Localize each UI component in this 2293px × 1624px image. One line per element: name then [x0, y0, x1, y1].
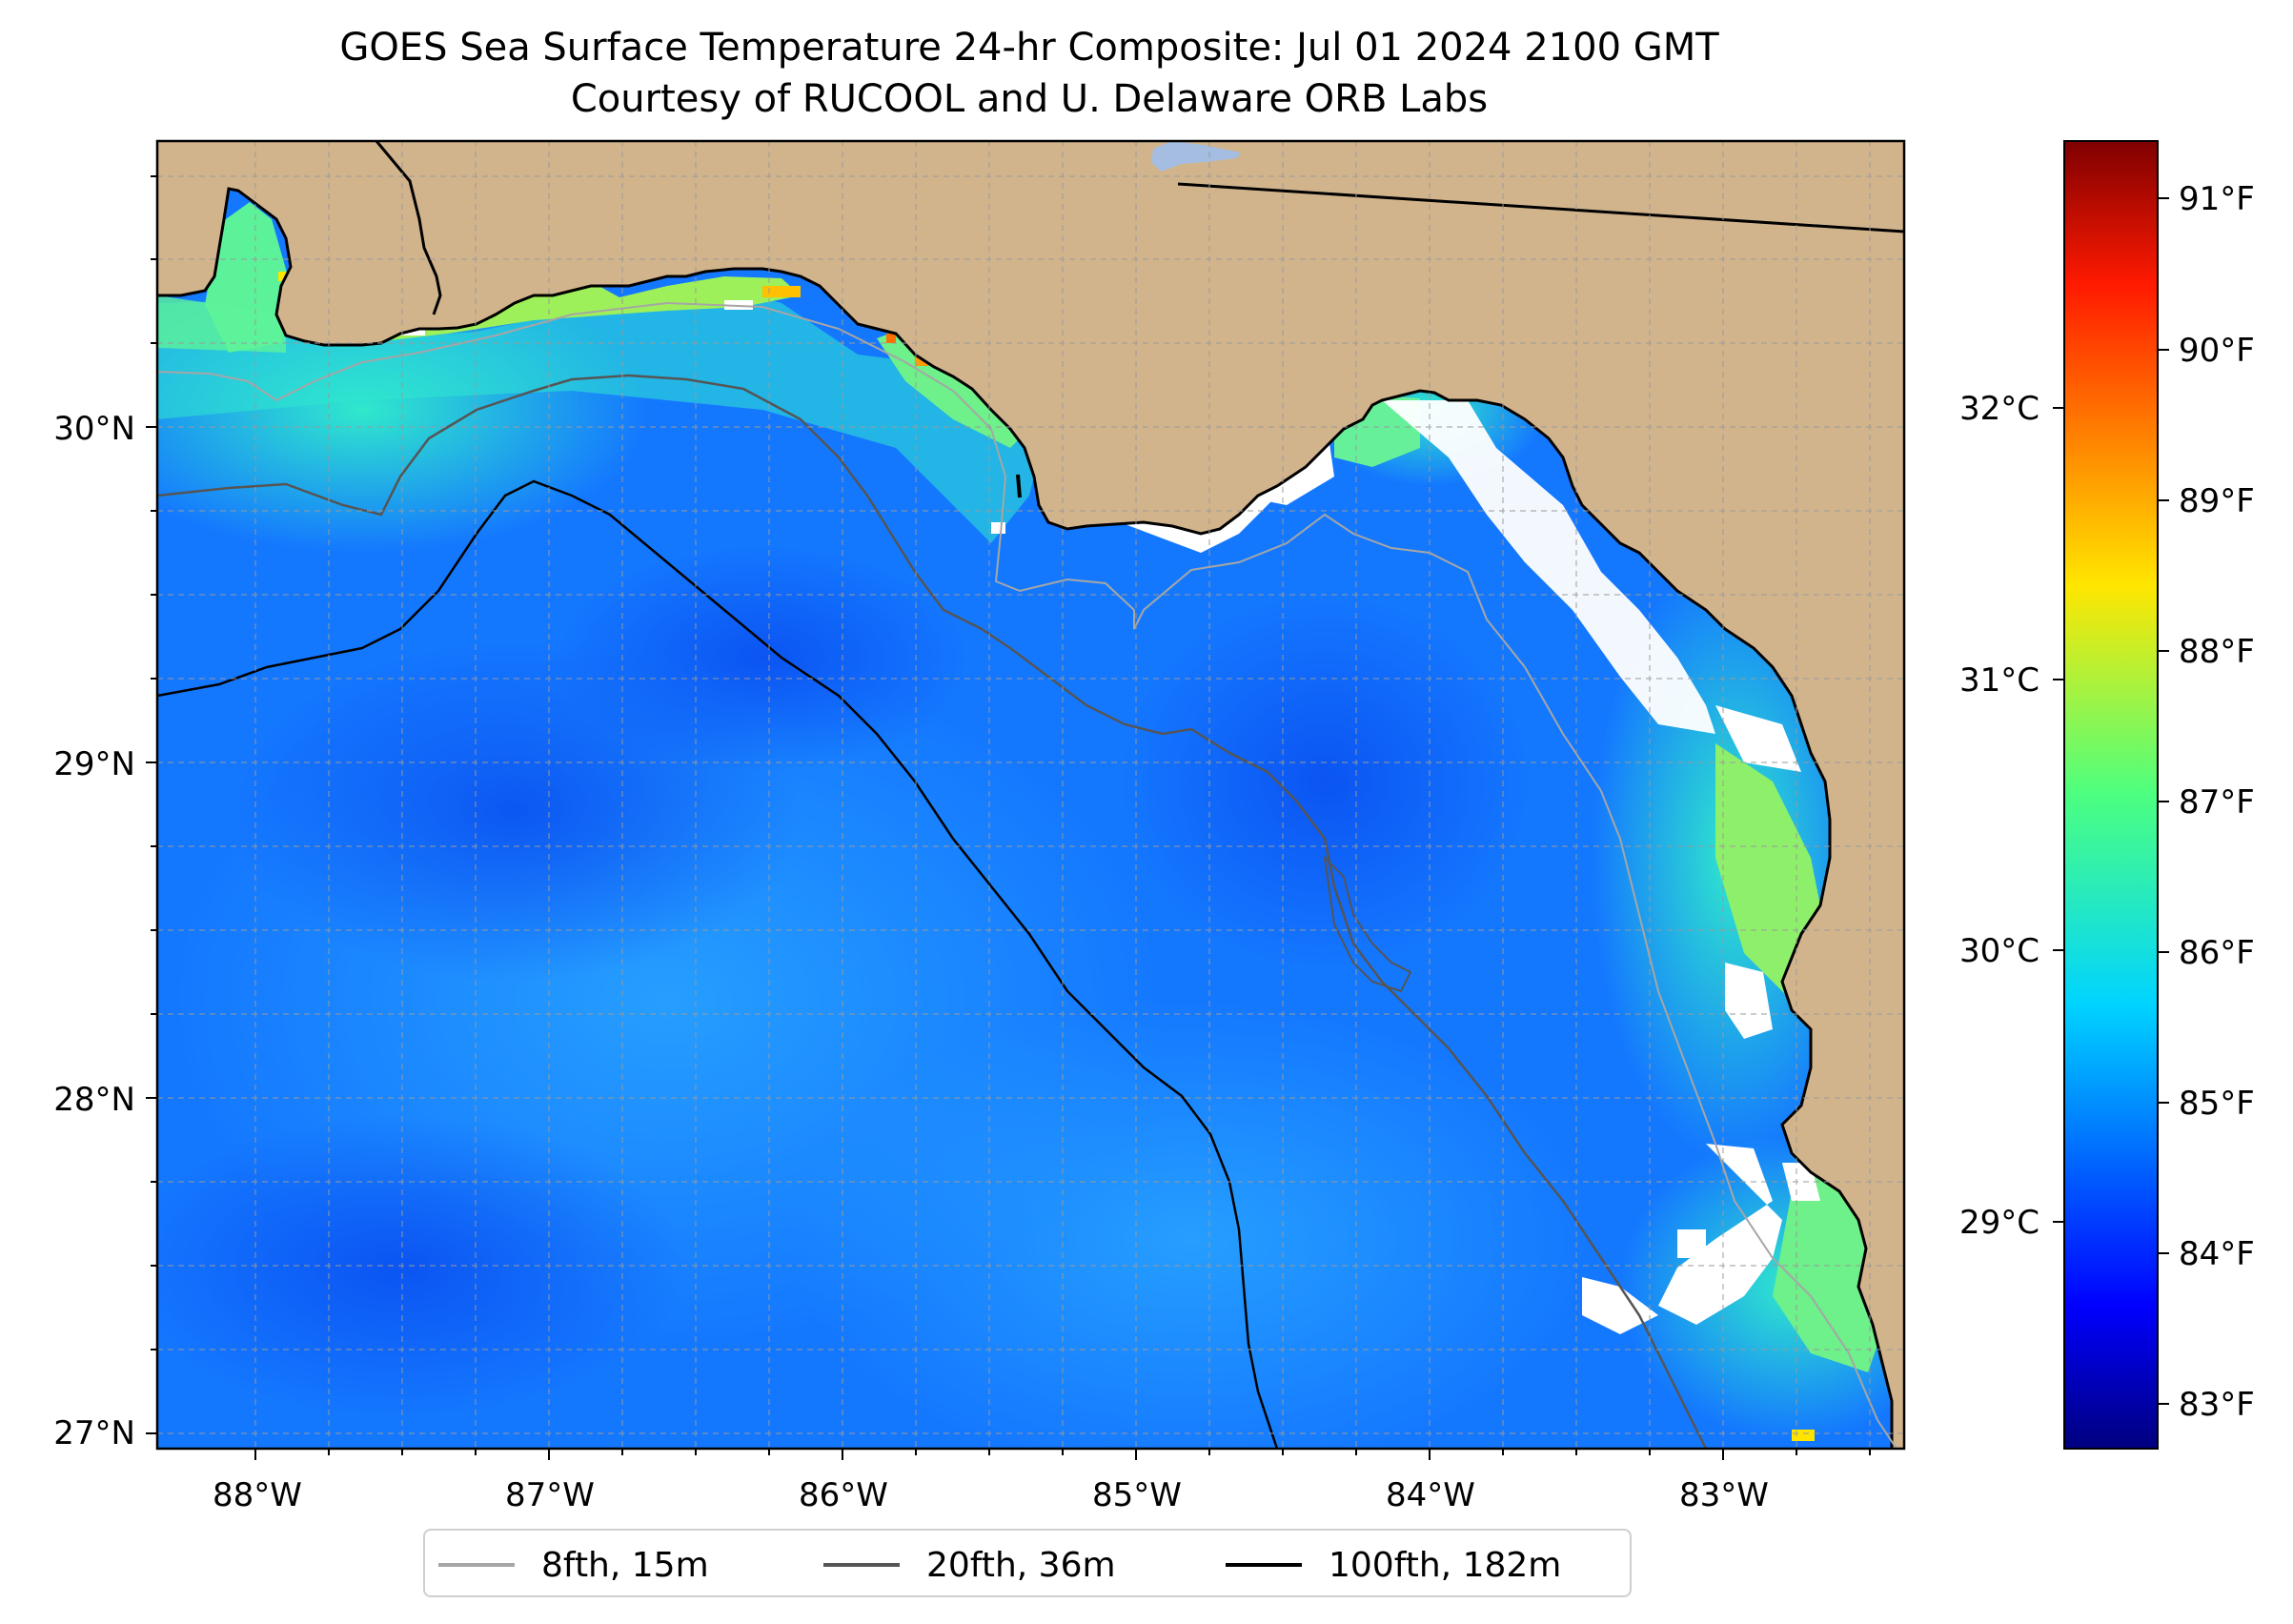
colorbar-celsius-ticks	[2053, 407, 2064, 1223]
legend-swatch	[1226, 1563, 1302, 1567]
legend-label: 8fth, 15m	[541, 1545, 709, 1585]
depth-contour-20fth	[157, 374, 1708, 1449]
x-tick-label: 83°W	[1679, 1476, 1769, 1514]
sst-coastal-band	[157, 288, 1048, 543]
x-tick-label: 84°W	[1386, 1476, 1475, 1514]
colorbar-c-label: 31°C	[1959, 661, 2039, 700]
colorbar-f-label: 91°F	[2179, 180, 2255, 218]
legend-label: 100fth, 182m	[1329, 1545, 1562, 1585]
lake-seminole	[1151, 141, 1241, 172]
state-border-fl-ga	[1177, 182, 1904, 233]
contour-legend: 8fth, 15m 20fth, 36m 100fth, 182m	[423, 1529, 1632, 1597]
x-tick-label: 86°W	[799, 1476, 888, 1514]
map-gridlines	[157, 141, 1904, 1449]
map-frame	[155, 139, 1906, 1451]
legend-item-100fth: 100fth, 182m	[1226, 1544, 1561, 1586]
colorbar-c-label: 29°C	[1959, 1204, 2039, 1242]
y-tick-label: 29°N	[53, 745, 135, 783]
colorbar-f-label: 87°F	[2179, 783, 2255, 822]
colorbar-f-label: 86°F	[2179, 934, 2255, 972]
colorbar-f-label: 88°F	[2179, 633, 2255, 671]
map-title: GOES Sea Surface Temperature 24-hr Compo…	[339, 26, 1719, 70]
legend-label: 20fth, 36m	[926, 1545, 1116, 1585]
sst-warm-region	[791, 1001, 1592, 1449]
land-mass	[157, 141, 1904, 1449]
x-axis-ticks	[254, 1449, 1871, 1460]
colorbar-f-label: 90°F	[2179, 332, 2255, 370]
map-subtitle: Courtesy of RUCOOL and U. Delaware ORB L…	[570, 77, 1489, 121]
y-axis-ticks	[146, 175, 157, 1434]
y-tick-label: 27°N	[53, 1414, 135, 1452]
depth-contour-shoal	[1323, 855, 1412, 993]
coastline	[157, 187, 1894, 1449]
sst-cool-patch	[1115, 591, 1534, 972]
y-axis-labels: 30°N 29°N 28°N 27°N	[53, 410, 135, 1452]
colorbar-f-label: 85°F	[2179, 1085, 2255, 1123]
depth-contour-8fth	[157, 301, 1897, 1449]
colorbar-celsius-labels: 32°C 31°C 30°C 29°C	[1959, 390, 2039, 1242]
colorbar-c-label: 30°C	[1959, 932, 2039, 970]
legend-swatch	[823, 1563, 900, 1567]
x-tick-label: 88°W	[213, 1476, 302, 1514]
y-tick-label: 28°N	[53, 1081, 135, 1119]
depth-contour-100fth	[157, 479, 1279, 1449]
colorbar-fahrenheit-labels: 91°F 90°F 89°F 88°F 87°F 86°F 85°F 84°F …	[2179, 180, 2255, 1424]
x-axis-labels: 88°W 87°W 86°W 85°W 84°W 83°W	[213, 1476, 1769, 1514]
legend-item-20fth: 20fth, 36m	[823, 1544, 1116, 1586]
sst-cool-core	[553, 543, 972, 772]
colorbar-f-label: 83°F	[2179, 1386, 2255, 1424]
coast-fragment	[1016, 474, 1022, 498]
legend-swatch	[438, 1563, 515, 1567]
colorbar-c-label: 32°C	[1959, 390, 2039, 428]
x-tick-label: 87°W	[505, 1476, 595, 1514]
x-tick-label: 85°W	[1092, 1476, 1182, 1514]
legend-item-8fth: 8fth, 15m	[438, 1544, 709, 1586]
colorbar-f-label: 89°F	[2179, 482, 2255, 520]
sst-cool-south	[157, 1115, 686, 1420]
y-tick-label: 30°N	[53, 410, 135, 448]
colorbar-fahrenheit-ticks	[2158, 197, 2169, 1405]
colorbar-f-label: 84°F	[2179, 1235, 2255, 1273]
sst-ms-sound	[157, 295, 286, 353]
colorbar	[2063, 140, 2159, 1450]
state-border-al-fl	[375, 141, 442, 315]
